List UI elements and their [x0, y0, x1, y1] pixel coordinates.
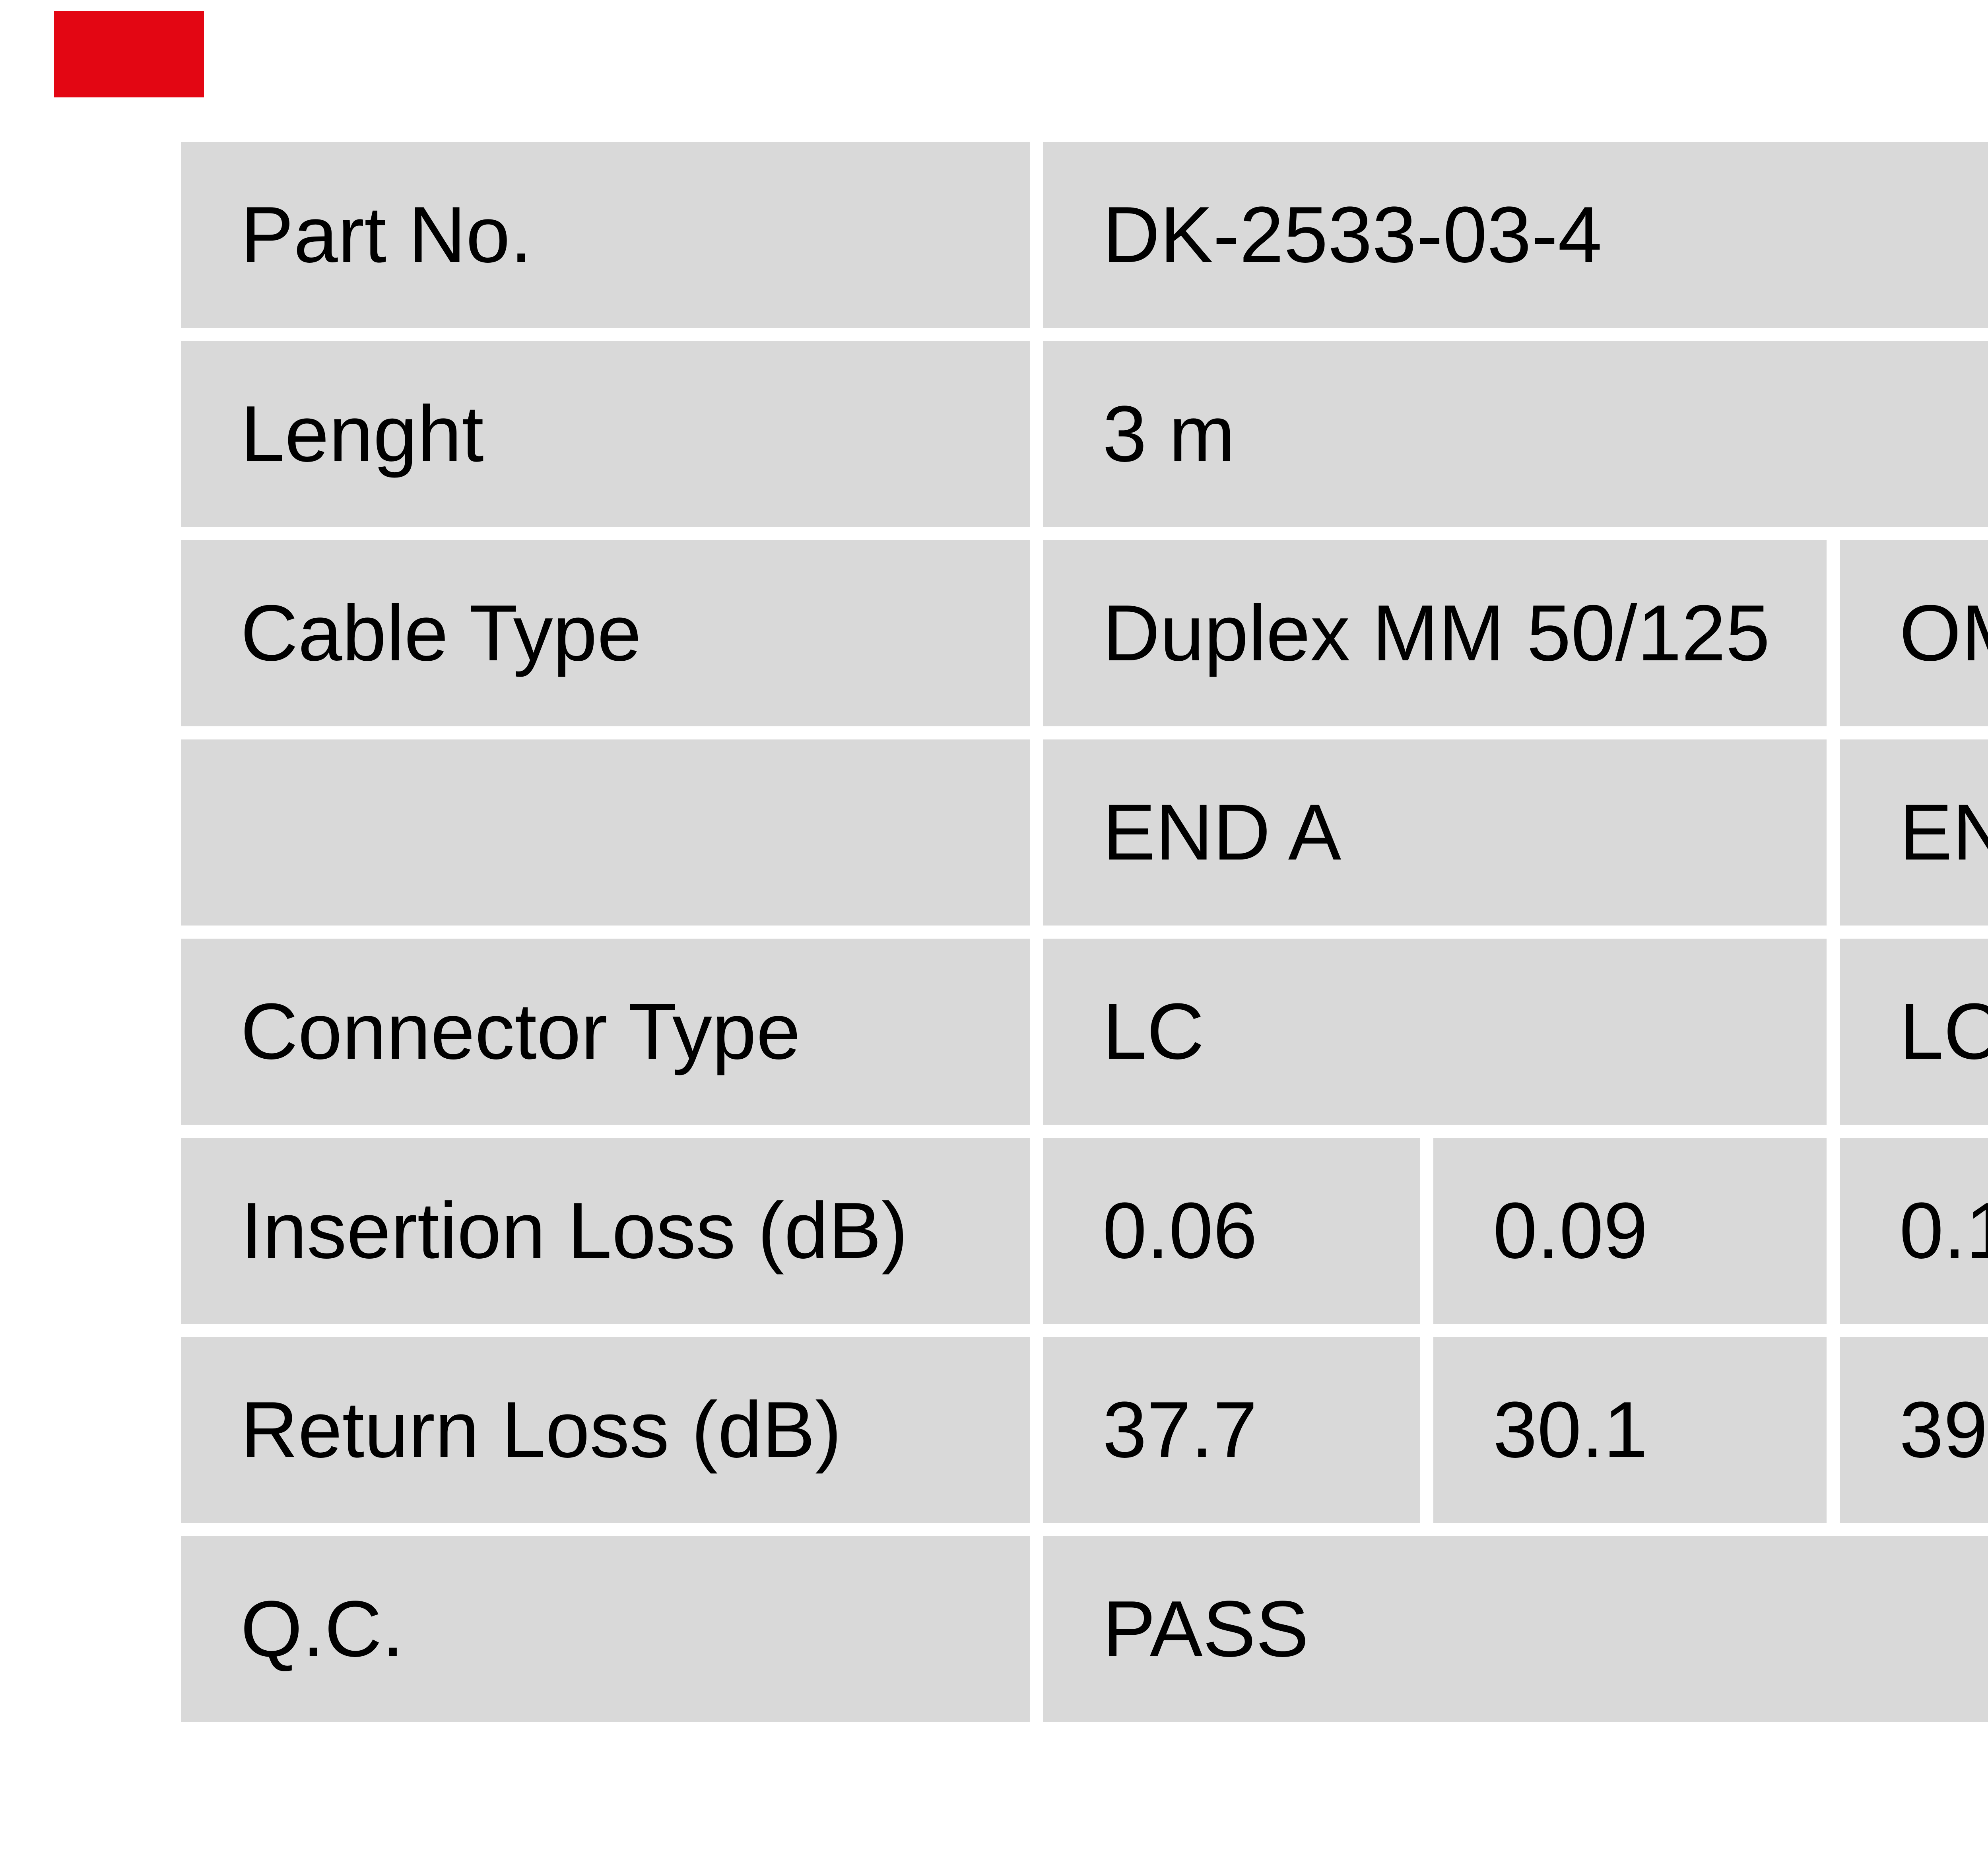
- table-row-part-no: Part No. DK-2533-03-4: [181, 142, 1988, 328]
- length-value: 3 m: [1043, 341, 1988, 527]
- return-loss-end-a-2: 30.1: [1433, 1337, 1827, 1523]
- table-row-length: Lenght 3 m: [181, 341, 1988, 527]
- end-b-header: END B: [1840, 739, 1988, 926]
- insertion-loss-end-a-2: 0.09: [1433, 1138, 1827, 1324]
- insertion-loss-end-a-1: 0.06: [1043, 1138, 1420, 1324]
- insertion-loss-end-b-1: 0.17: [1840, 1138, 1988, 1324]
- red-rectangle-marker: [54, 11, 204, 97]
- connector-type-label: Connector Type: [181, 939, 1030, 1125]
- table-row-cable-type: Cable Type Duplex MM 50/125 OM4 LSZH: [181, 540, 1988, 726]
- return-loss-label: Return Loss (dB): [181, 1337, 1030, 1523]
- table-row-qc: Q.C. PASS: [181, 1536, 1988, 1722]
- part-no-label: Part No.: [181, 142, 1030, 328]
- table-row-ends-header: END A END B: [181, 739, 1988, 926]
- qc-label: Q.C.: [181, 1536, 1030, 1722]
- table-row-connector-type: Connector Type LC LC: [181, 939, 1988, 1125]
- connector-type-end-a: LC: [1043, 939, 1827, 1125]
- cable-type-value-1: Duplex MM 50/125: [1043, 540, 1827, 726]
- insertion-loss-label: Insertion Loss (dB): [181, 1138, 1030, 1324]
- connector-type-end-b: LC: [1840, 939, 1988, 1125]
- table-row-return-loss: Return Loss (dB) 37.7 30.1 39.5 39.7: [181, 1337, 1988, 1523]
- cable-type-label: Cable Type: [181, 540, 1030, 726]
- end-a-header: END A: [1043, 739, 1827, 926]
- qc-value: PASS: [1043, 1536, 1988, 1722]
- return-loss-end-a-1: 37.7: [1043, 1337, 1420, 1523]
- length-label: Lenght: [181, 341, 1030, 527]
- cable-type-value-2: OM4 LSZH: [1840, 540, 1988, 726]
- ends-header-empty-cell: [181, 739, 1030, 926]
- table-row-insertion-loss: Insertion Loss (dB) 0.06 0.09 0.17 0.11: [181, 1138, 1988, 1324]
- part-no-value: DK-2533-03-4: [1043, 142, 1988, 328]
- return-loss-end-b-1: 39.5: [1840, 1337, 1988, 1523]
- qc-spec-table: Part No. DK-2533-03-4 Lenght 3 m Cable T…: [181, 142, 1988, 1722]
